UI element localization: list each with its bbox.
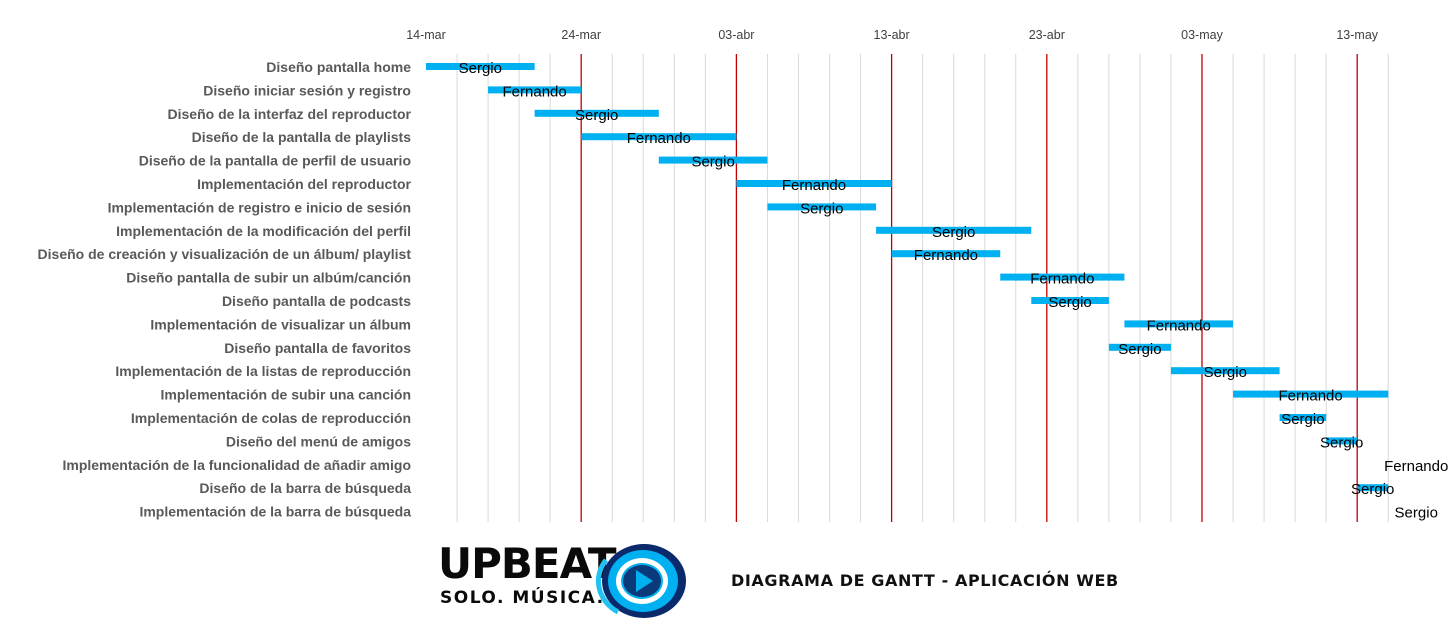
task-bar [1233,390,1389,398]
task-bar [1000,273,1125,281]
task-label: Diseño de la pantalla de perfil de usuar… [139,153,411,169]
task-bar [426,63,535,70]
owner-label: Sergio [1320,434,1363,451]
owner-label: Fernando [914,247,978,264]
x-tick-label: 03-may [1181,28,1223,42]
task-label: Diseño de creación y visualización de un… [38,246,412,262]
owner-label: Fernando [1147,317,1211,334]
task-bar [658,156,768,164]
task-label: Implementación de la funcionalidad de añ… [62,457,411,473]
task-bar [1031,297,1109,304]
x-tick-label: 03-abr [718,28,754,42]
task-label: Diseño del menú de amigos [226,433,411,449]
chart-subtitle: DIAGRAMA DE GANTT - APLICACIÓN WEB [731,571,1119,590]
task-label: Implementación de la barra de búsqueda [139,504,411,520]
play-button-icon [596,544,686,618]
owner-label: Sergio [1204,364,1247,381]
task-label: Implementación de visualizar un álbum [150,316,411,332]
owner-label: Sergio [1118,341,1161,358]
minor-gridlines [456,54,1389,522]
task-label: Implementación de la listas de reproducc… [115,363,411,379]
task-label: Diseño pantalla de podcasts [222,293,411,309]
upbeat-logo: UPBEAT SOLO. MÚSICA. [438,542,698,622]
task-bar [876,226,1032,234]
task-bar [736,180,892,187]
task-label: Implementación de registro e inicio de s… [108,199,411,215]
task-label: Diseño iniciar sesión y registro [203,82,411,98]
task-label: Implementación de subir una canción [161,387,412,403]
task-label: Diseño pantalla de subir un albúm/canció… [126,270,411,286]
task-bar [891,250,1001,258]
task-label: Diseño pantalla home [266,59,411,75]
owner-label: Sergio [1281,411,1324,428]
owner-label: Fernando [627,130,691,147]
owner-label: Fernando [782,177,846,194]
owner-label: Fernando [1279,388,1343,405]
task-label: Diseño de la pantalla de playlists [192,129,412,145]
owner-label: Sergio [800,200,843,217]
x-tick-label: 23-abr [1029,28,1065,42]
owner-label: Sergio [459,60,502,77]
task-label: Diseño pantalla de favoritos [224,340,411,356]
logo-wordmark: UPBEAT [438,539,616,588]
footer: UPBEAT SOLO. MÚSICA. DIAGRAMA DE GANTT -… [0,530,1451,626]
task-label: Diseño de la interfaz del reproductor [168,106,412,122]
task-labels: Diseño pantalla home Diseño iniciar sesió… [38,59,412,520]
owner-label: Sergio [691,154,734,171]
task-bar [767,203,877,211]
task-bar [1357,484,1389,492]
owner-label: Fernando [1030,271,1094,288]
x-tick-label: 13-may [1336,28,1378,42]
x-axis-tick-labels: 14-mar 24-mar 03-abr 13-abr 23-abr 03-may 13-m… [406,28,1379,42]
x-tick-label: 13-abr [874,28,910,42]
task-bar [1326,437,1358,445]
task-bar [1170,367,1280,375]
gantt-chart: 14-mar 24-mar 03-abr 13-abr 23-abr 03-may 13-m… [38,28,1449,522]
owner-label: Sergio [1395,505,1438,522]
x-tick-label: 14-mar [406,28,446,42]
owner-label: Sergio [575,107,618,124]
task-bars [426,63,1389,492]
owner-label: Sergio [1048,294,1091,311]
task-bar [581,133,737,141]
owner-labels: SergioFernandoSergioFernandoSergioFernan… [459,60,1449,522]
task-bar [1108,343,1171,351]
task-label: Implementación de colas de reproducción [131,410,411,426]
task-bar [1124,320,1234,328]
task-bar [534,109,659,117]
task-bar [488,86,582,94]
owner-label: Sergio [1351,481,1394,498]
logo-tagline: SOLO. MÚSICA. [440,588,605,608]
major-gridlines [580,54,1358,522]
task-bar [1279,414,1327,421]
task-label: Implementación de la modificación del pe… [116,223,411,239]
owner-label: Fernando [1384,458,1448,475]
x-tick-label: 24-mar [561,28,601,42]
task-label: Diseño de la barra de búsqueda [199,480,411,496]
owner-label: Sergio [932,224,975,241]
owner-label: Fernando [503,83,567,100]
task-label: Implementación del reproductor [197,176,411,192]
